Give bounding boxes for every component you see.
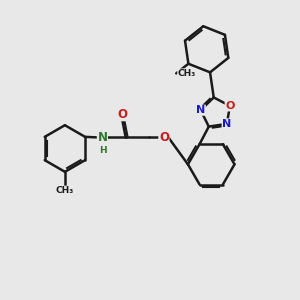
- Text: H: H: [99, 146, 107, 155]
- Text: CH₃: CH₃: [178, 69, 196, 78]
- Text: O: O: [117, 108, 127, 121]
- Text: N: N: [196, 105, 205, 115]
- Text: CH₃: CH₃: [56, 186, 74, 195]
- Text: O: O: [159, 131, 169, 144]
- Text: N: N: [98, 131, 107, 144]
- Text: N: N: [222, 119, 232, 129]
- Text: O: O: [225, 101, 235, 111]
